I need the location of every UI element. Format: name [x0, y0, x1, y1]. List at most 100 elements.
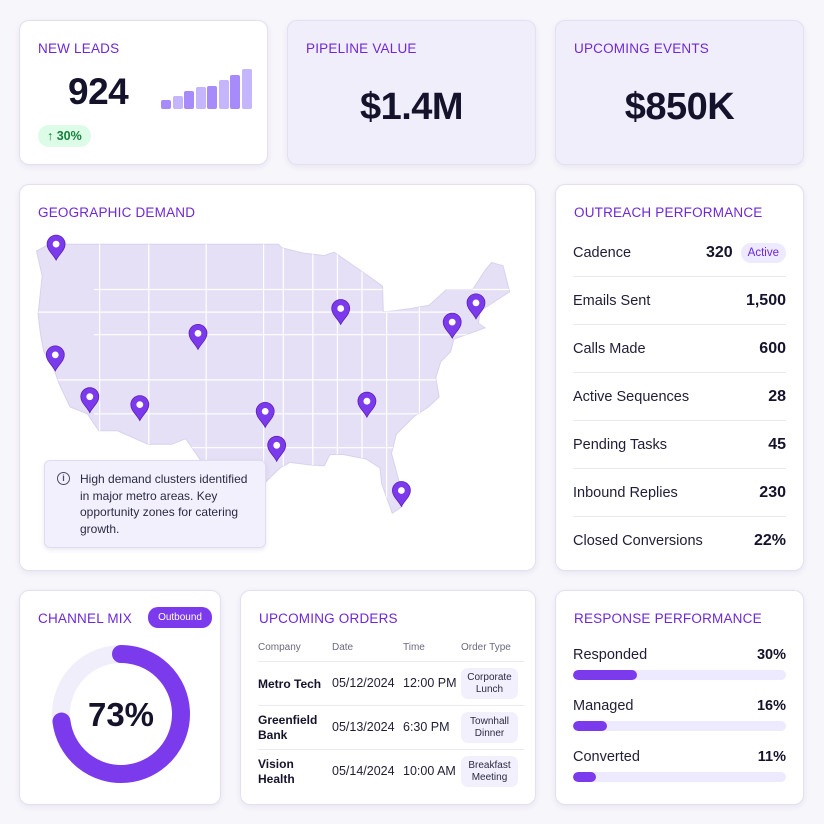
- map-pin-icon[interactable]: [80, 387, 100, 414]
- upcoming-events-title: UPCOMING EVENTS: [574, 41, 710, 56]
- order-type-badge: Townhall Dinner: [461, 712, 518, 743]
- order-time: 6:30 PM: [403, 720, 450, 734]
- table-row[interactable]: Vision Health 05/14/2024 10:00 AM Breakf…: [258, 749, 524, 793]
- progress-track: [573, 721, 786, 731]
- pipeline-value-amount: $1.4M: [359, 86, 464, 128]
- response-performance-card: RESPONSE PERFORMANCE Responded 30% Manag…: [555, 590, 804, 805]
- column-header-company: Company: [258, 642, 301, 653]
- spark-bar: [218, 80, 229, 109]
- progress-track: [573, 772, 786, 782]
- map-insight-text: High demand clusters identified in major…: [80, 472, 248, 536]
- new-leads-value: 924: [68, 71, 129, 112]
- map-pin-icon[interactable]: [391, 481, 411, 508]
- progress-fill: [573, 721, 608, 731]
- spark-bar: [241, 69, 252, 109]
- channel-mix-title: CHANNEL MIX: [38, 611, 132, 626]
- metric-value: 230: [759, 483, 786, 501]
- channel-filter-badge[interactable]: Outbound: [148, 607, 212, 628]
- progress-fill: [573, 670, 637, 680]
- order-type-badge: Corporate Lunch: [461, 668, 518, 699]
- upcoming-orders-card: UPCOMING ORDERS Company Date Time Order …: [240, 590, 536, 805]
- spark-bar: [161, 100, 171, 109]
- map-pin-icon[interactable]: [331, 299, 351, 326]
- metric-row-active-sequences: Active Sequences 28: [573, 373, 786, 421]
- upcoming-orders-title: UPCOMING ORDERS: [259, 611, 398, 626]
- map-pin-icon[interactable]: [442, 312, 462, 339]
- table-row[interactable]: Greenfield Bank 05/13/2024 6:30 PM Townh…: [258, 705, 524, 749]
- metric-row-inbound-replies: Inbound Replies 230: [573, 469, 786, 517]
- geographic-demand-card: GEOGRAPHIC DEMAND i High demand clusters…: [19, 184, 536, 571]
- metric-label: Cadence: [573, 244, 632, 261]
- order-company: Greenfield Bank: [258, 713, 318, 742]
- new-leads-title: NEW LEADS: [38, 41, 120, 56]
- metric-value: 45: [768, 435, 786, 453]
- progress-fill: [573, 772, 597, 782]
- response-progress-list: Responded 30% Managed 16% Converted 11%: [573, 645, 786, 798]
- pipeline-value-title: PIPELINE VALUE: [306, 41, 417, 56]
- orders-table-header: Company Date Time Order Type: [258, 639, 524, 661]
- order-type-badge: Breakfast Meeting: [461, 756, 518, 787]
- order-date: 05/14/2024: [332, 764, 395, 778]
- order-company: Metro Tech: [258, 676, 322, 691]
- donut-arc: [52, 645, 190, 783]
- progress-label: Responded: [573, 647, 648, 663]
- map-pin-icon[interactable]: [188, 324, 208, 351]
- map-insight-note: i High demand clusters identified in maj…: [44, 460, 266, 548]
- metric-label: Closed Conversions: [573, 533, 703, 549]
- info-icon: i: [57, 472, 70, 485]
- outreach-performance-title: OUTREACH PERFORMANCE: [574, 205, 763, 220]
- map-pins: [45, 234, 486, 508]
- progress-track: [573, 670, 786, 680]
- order-time: 12:00 PM: [403, 676, 457, 690]
- map-pin-icon[interactable]: [267, 435, 287, 463]
- metric-label: Emails Sent: [573, 292, 651, 309]
- spark-bar: [207, 85, 217, 109]
- upcoming-events-amount: $850K: [624, 86, 735, 128]
- metric-value: 320: [705, 243, 733, 261]
- metric-value: 600: [759, 339, 786, 357]
- map-pin-icon[interactable]: [255, 402, 275, 429]
- metric-row-pending-tasks: Pending Tasks 45: [573, 421, 786, 469]
- order-date: 05/13/2024: [332, 720, 395, 734]
- metric-value: 28: [768, 387, 786, 405]
- metric-row-cadence: Cadence 320 Active: [573, 229, 786, 277]
- metric-row-emails-sent: Emails Sent 1,500: [573, 277, 786, 325]
- metric-value: 1,500: [745, 291, 786, 309]
- column-header-date: Date: [332, 642, 354, 653]
- spark-bar: [184, 91, 194, 109]
- geographic-demand-title: GEOGRAPHIC DEMAND: [38, 205, 196, 220]
- table-row[interactable]: Metro Tech 05/12/2024 12:00 PM Corporate…: [258, 661, 524, 705]
- map-pin-icon[interactable]: [46, 234, 66, 261]
- orders-table: Company Date Time Order Type Metro Tech …: [258, 639, 524, 793]
- response-performance-title: RESPONSE PERFORMANCE: [574, 611, 762, 626]
- progress-value: 11%: [757, 749, 786, 765]
- spark-bar: [195, 87, 206, 109]
- metric-label: Inbound Replies: [573, 484, 678, 501]
- metric-row-calls-made: Calls Made 600: [573, 325, 786, 373]
- metric-row-closed-conversions: Closed Conversions 22%: [573, 517, 786, 565]
- column-header-time: Time: [403, 642, 425, 653]
- outreach-metric-list: Cadence 320 Active Emails Sent 1,500 Cal…: [573, 229, 786, 565]
- donut-percent-label: 73%: [88, 696, 154, 733]
- map-pin-icon[interactable]: [45, 345, 65, 372]
- new-leads-trend-badge: ↑ 30%: [38, 125, 91, 147]
- map-pin-icon[interactable]: [130, 395, 150, 422]
- progress-label: Converted: [573, 749, 640, 765]
- column-header-order-type: Order Type: [461, 642, 511, 653]
- map-pin-icon[interactable]: [466, 293, 486, 320]
- spark-bar: [230, 75, 240, 109]
- metric-label: Pending Tasks: [573, 436, 668, 453]
- spark-bar: [172, 96, 183, 109]
- map-pin-icon[interactable]: [357, 391, 377, 419]
- pipeline-value-card: PIPELINE VALUE $1.4M: [287, 20, 536, 165]
- status-badge: Active: [740, 242, 786, 263]
- progress-item-managed: Managed 16%: [573, 696, 786, 747]
- progress-label: Managed: [573, 698, 634, 714]
- order-company: Vision Health: [258, 757, 295, 786]
- metric-label: Calls Made: [573, 340, 646, 357]
- metric-label: Active Sequences: [573, 388, 690, 405]
- channel-mix-donut: 73%: [52, 645, 190, 783]
- progress-value: 30%: [756, 647, 786, 663]
- progress-value: 16%: [756, 698, 786, 714]
- metric-value: 22%: [753, 532, 786, 549]
